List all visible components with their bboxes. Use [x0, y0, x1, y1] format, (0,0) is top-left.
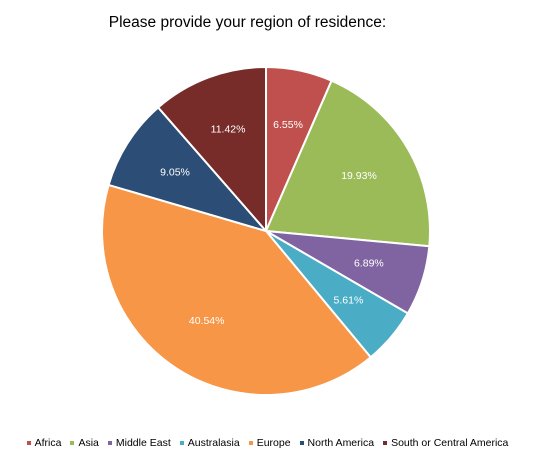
- data-label-north-america: 9.05%: [160, 167, 190, 179]
- legend-item-north-america: North America: [299, 437, 375, 449]
- pie-chart: 6.55% 19.93% 6.89% 5.61% 40.54% 9.05% 11.42%: [101, 66, 431, 396]
- legend-swatch: [383, 441, 388, 445]
- pie-data-labels: 6.55% 19.93% 6.89% 5.61% 40.54% 9.05% 11.42%: [160, 119, 384, 327]
- legend-label: South or Central America: [391, 437, 509, 449]
- legend-label: Asia: [78, 437, 99, 449]
- legend-swatch: [26, 441, 31, 445]
- legend-swatch: [70, 441, 75, 445]
- legend-item-asia: Asia: [70, 437, 99, 449]
- legend: Africa Asia Middle East Australasia Europe No…: [0, 437, 535, 449]
- legend-swatch: [179, 441, 184, 445]
- legend-item-middle-east: Middle East: [107, 437, 171, 449]
- data-label-asia: 19.93%: [341, 170, 377, 182]
- data-label-middle-east: 6.89%: [354, 258, 384, 270]
- pie-slices: [101, 66, 431, 396]
- pie-slice-north-america: [107, 106, 267, 232]
- legend-item-africa: Africa: [26, 437, 62, 449]
- legend-label: Europe: [256, 437, 291, 449]
- pie-slice-europe: [101, 183, 372, 396]
- legend-swatch: [299, 441, 304, 445]
- pie-slice-asia: [265, 79, 431, 248]
- legend-label: Africa: [34, 437, 62, 449]
- chart-title: Please provide your region of residence:: [108, 14, 387, 31]
- legend-label: Australasia: [187, 437, 240, 449]
- data-label-australasia: 5.61%: [334, 295, 364, 307]
- pie-slice-south-or-central-america: [157, 66, 267, 232]
- legend-item-australasia: Australasia: [179, 437, 240, 449]
- data-label-south-or-central-america: 11.42%: [211, 124, 246, 136]
- legend-swatch: [107, 441, 112, 445]
- legend-label: Middle East: [115, 437, 171, 449]
- data-label-africa: 6.55%: [273, 119, 303, 131]
- legend-item-south-or-central-america: South or Central America: [383, 437, 508, 449]
- data-label-europe: 40.54%: [189, 315, 225, 327]
- legend-label: North America: [307, 437, 375, 449]
- legend-item-europe: Europe: [248, 437, 291, 449]
- legend-swatch: [248, 441, 253, 445]
